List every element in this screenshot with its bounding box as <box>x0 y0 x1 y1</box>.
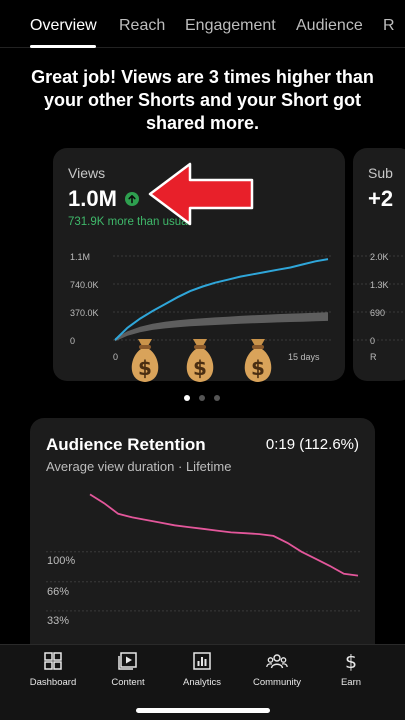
red-arrow-annotation <box>148 162 254 226</box>
bottom-navigation: Dashboard Content Analytics Community <box>0 644 405 720</box>
nav-label: Dashboard <box>29 677 77 688</box>
svg-text:$: $ <box>251 356 265 380</box>
subscribers-value: +2 <box>368 186 394 211</box>
x-tick-label: 0 <box>113 352 118 362</box>
subscribers-card-title: Sub <box>368 165 393 181</box>
y-tick-label: 1.3K <box>370 280 389 290</box>
nav-label: Community <box>252 677 302 688</box>
nav-dashboard[interactable]: Dashboard <box>18 651 88 688</box>
x-tick-label: R <box>370 352 377 362</box>
y-tick-label: 100% <box>47 555 75 567</box>
community-people-icon <box>266 654 288 669</box>
nav-earn[interactable]: $ Earn <box>316 651 386 688</box>
money-bag-icon: $ <box>131 339 159 382</box>
money-bag-icon: $ <box>186 339 214 382</box>
page-dot[interactable] <box>199 395 205 401</box>
views-series-line <box>114 258 329 341</box>
insight-headline: Great job! Views are 3 times higher than… <box>31 67 374 133</box>
home-indicator <box>136 708 270 713</box>
tab-audience[interactable]: Audience <box>296 17 363 34</box>
svg-text:$: $ <box>345 651 357 671</box>
nav-label: Analytics <box>182 677 221 688</box>
audience-retention-card[interactable]: Audience Retention 0:19 (112.6%) Average… <box>30 418 375 658</box>
tab-engagement[interactable]: Engagement <box>185 17 276 34</box>
views-value: 1.0M <box>68 186 117 211</box>
analytics-tab-bar: Overview Reach Engagement Audience R <box>0 0 405 48</box>
retention-title: Audience Retention <box>46 435 206 454</box>
nav-analytics[interactable]: Analytics <box>167 651 237 688</box>
money-bag-icon: $ <box>244 339 272 382</box>
page-dot[interactable] <box>214 395 220 401</box>
tab-overview[interactable]: Overview <box>30 17 97 34</box>
dollar-sign-icon: $ <box>345 651 357 671</box>
content-play-icon <box>118 652 137 670</box>
svg-text:$: $ <box>138 356 152 380</box>
retention-line-chart: 100% 66% 33% <box>46 493 360 627</box>
page-dot-active[interactable] <box>184 395 190 401</box>
tab-reach[interactable]: Reach <box>119 17 166 34</box>
typical-range-band <box>115 312 328 342</box>
retention-series-line <box>89 493 359 577</box>
y-tick-label: 370.0K <box>70 308 99 318</box>
y-tick-label: 66% <box>47 586 69 598</box>
views-line-chart: 1.1M 740.0K 370.0K 0 0 15 days <box>70 252 333 362</box>
y-tick-label: 690 <box>370 308 385 318</box>
tab-revenue-partial[interactable]: R <box>383 17 395 34</box>
analytics-chart-icon <box>193 652 211 670</box>
retention-value: 0:19 (112.6%) <box>265 436 359 453</box>
nav-label: Earn <box>340 677 362 688</box>
trend-up-icon <box>125 192 139 206</box>
y-tick-label: 740.0K <box>70 280 99 290</box>
svg-text:$: $ <box>193 356 207 380</box>
dashboard-icon <box>44 652 62 670</box>
y-tick-label: 2.0K <box>370 252 389 262</box>
subscribers-card[interactable]: Sub +2 2.0K 1.3K 690 0 R <box>353 148 405 381</box>
nav-community[interactable]: Community <box>242 651 312 688</box>
y-tick-label: 0 <box>370 336 375 346</box>
views-diff-text: 731.9K more than usual <box>68 216 191 228</box>
y-tick-label: 0 <box>70 336 75 346</box>
subscribers-chart: 2.0K 1.3K 690 0 R <box>353 252 405 362</box>
x-tick-label: 15 days <box>288 352 320 362</box>
nav-label: Content <box>111 677 145 688</box>
retention-subtitle: Average view duration · Lifetime <box>46 459 232 474</box>
carousel-pagination <box>184 395 224 403</box>
y-tick-label: 1.1M <box>70 252 90 262</box>
y-tick-label: 33% <box>47 615 69 627</box>
views-card-title: Views <box>68 165 106 181</box>
active-tab-indicator <box>30 45 96 48</box>
nav-content[interactable]: Content <box>93 651 163 688</box>
